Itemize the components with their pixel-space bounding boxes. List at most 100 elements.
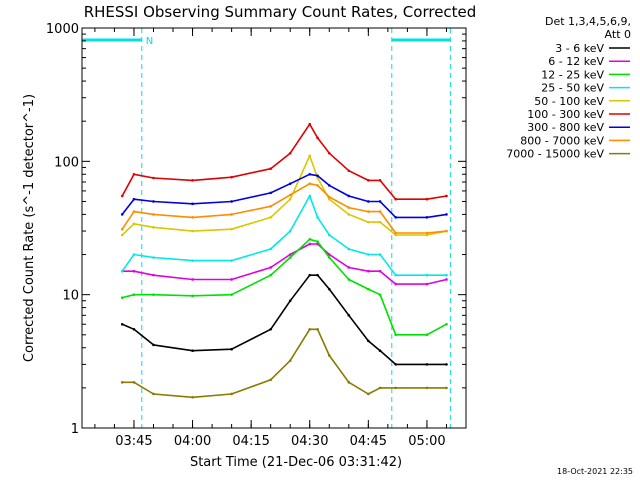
data-point-s9-0 (120, 381, 124, 384)
data-point-s9-3 (191, 395, 194, 399)
data-point-s6-6 (288, 151, 292, 155)
data-point-s8-6 (288, 193, 292, 197)
data-point-s1-8 (316, 273, 319, 277)
x-tick-label-4: 04:45 (350, 434, 387, 449)
x-tick-label-2: 04:15 (232, 434, 269, 449)
data-point-s3-14 (425, 333, 429, 337)
data-point-s3-7 (308, 238, 312, 241)
data-point-s2-6 (288, 253, 292, 256)
data-point-s9-4 (230, 392, 233, 396)
flag-label: N (146, 36, 153, 47)
data-point-s6-14 (425, 197, 429, 201)
data-point-s3-2 (152, 293, 155, 296)
data-point-s9-12 (378, 386, 382, 390)
legend-label-3: 12 - 25 keV (541, 68, 604, 81)
data-point-s3-10 (347, 278, 351, 281)
data-point-s8-14 (425, 231, 429, 235)
data-point-s6-11 (367, 179, 370, 182)
series-line-4 (121, 195, 447, 277)
legend-label-2: 6 - 12 keV (548, 55, 604, 68)
data-point-s7-5 (269, 191, 272, 195)
data-point-s5-13 (394, 233, 397, 237)
data-point-s7-10 (347, 194, 351, 198)
data-point-s1-9 (327, 287, 331, 291)
data-point-s5-14 (425, 233, 429, 237)
data-point-s3-4 (230, 293, 233, 296)
data-point-s5-12 (378, 220, 382, 224)
data-point-s7-1 (132, 197, 136, 201)
data-point-s3-6 (288, 256, 292, 259)
data-point-s1-12 (378, 349, 382, 352)
data-point-s1-2 (152, 343, 155, 347)
data-point-s5-9 (327, 197, 331, 201)
data-point-s3-5 (269, 273, 272, 277)
data-point-s6-9 (327, 151, 331, 155)
series-line-6 (121, 123, 447, 200)
x-tick-label-0: 03:45 (115, 434, 152, 449)
data-point-s5-10 (347, 213, 351, 216)
data-point-s2-10 (347, 266, 351, 269)
y-tick-label-3: 1000 (46, 22, 79, 37)
legend-label-7: 300 - 800 keV (527, 121, 604, 134)
data-point-s8-9 (327, 195, 331, 199)
series-line-5 (121, 155, 447, 236)
series-line-3 (122, 238, 447, 336)
data-point-s1-10 (347, 314, 351, 317)
data-point-s7-3 (191, 202, 194, 206)
data-point-s4-11 (367, 253, 370, 256)
data-point-s1-6 (288, 299, 292, 303)
y-tick-label-0: 1 (71, 422, 79, 437)
data-point-s7-13 (394, 216, 397, 219)
x-tick-label-3: 04:30 (291, 434, 328, 449)
data-point-s1-5 (269, 327, 272, 331)
legend-header-detectors: Det 1,3,4,5,6,9, (545, 15, 631, 28)
legend-label-1: 3 - 6 keV (555, 42, 604, 55)
legend-label-8: 800 - 7000 keV (520, 134, 604, 147)
data-point-s4-7 (308, 194, 312, 198)
data-point-s7-7 (308, 172, 312, 176)
data-point-s5-11 (367, 220, 370, 224)
data-point-s3-1 (132, 293, 136, 296)
data-point-s4-0 (120, 269, 124, 273)
data-point-s3-12 (378, 293, 382, 296)
series-line-8 (121, 182, 447, 234)
data-point-s8-12 (378, 210, 382, 213)
chart-title: RHESSI Observing Summary Count Rates, Co… (84, 3, 477, 21)
data-point-s2-12 (378, 269, 382, 273)
data-point-s1-14 (425, 363, 429, 366)
data-point-s7-12 (378, 200, 382, 203)
data-point-s9-2 (152, 392, 155, 396)
series-line-1 (121, 274, 447, 366)
data-point-s4-12 (378, 253, 382, 256)
data-point-s7-15 (445, 213, 448, 216)
data-point-s5-3 (191, 229, 194, 233)
data-point-s6-0 (120, 194, 124, 198)
data-point-s6-15 (445, 194, 448, 198)
data-point-s7-8 (316, 174, 319, 178)
data-point-s1-3 (191, 349, 194, 352)
data-point-s3-15 (445, 322, 448, 326)
x-tick-label-5: 05:00 (408, 434, 445, 449)
data-point-s9-8 (316, 327, 319, 331)
data-point-s4-6 (288, 229, 292, 233)
data-point-s8-2 (152, 213, 155, 216)
y-axis-label: Corrected Count Rate (s^-1 detector^-1) (22, 94, 37, 362)
data-point-s5-2 (152, 226, 155, 229)
data-point-s2-7 (308, 242, 312, 246)
data-point-s1-0 (120, 322, 124, 326)
data-point-s4-14 (425, 273, 429, 277)
data-point-s1-7 (308, 273, 312, 277)
data-point-s4-10 (347, 247, 351, 251)
data-point-s8-1 (132, 210, 136, 213)
plot-area: N (81, 28, 451, 428)
data-point-s1-13 (394, 363, 397, 366)
data-point-s8-4 (230, 213, 233, 216)
data-point-s4-4 (230, 259, 233, 262)
data-point-s1-1 (132, 327, 136, 331)
data-point-s9-5 (269, 378, 272, 382)
series-line-7 (121, 173, 447, 219)
data-point-s7-14 (425, 216, 429, 219)
x-tick-label-1: 04:00 (174, 434, 211, 449)
data-point-s8-10 (347, 206, 351, 209)
data-point-s2-9 (327, 253, 331, 256)
